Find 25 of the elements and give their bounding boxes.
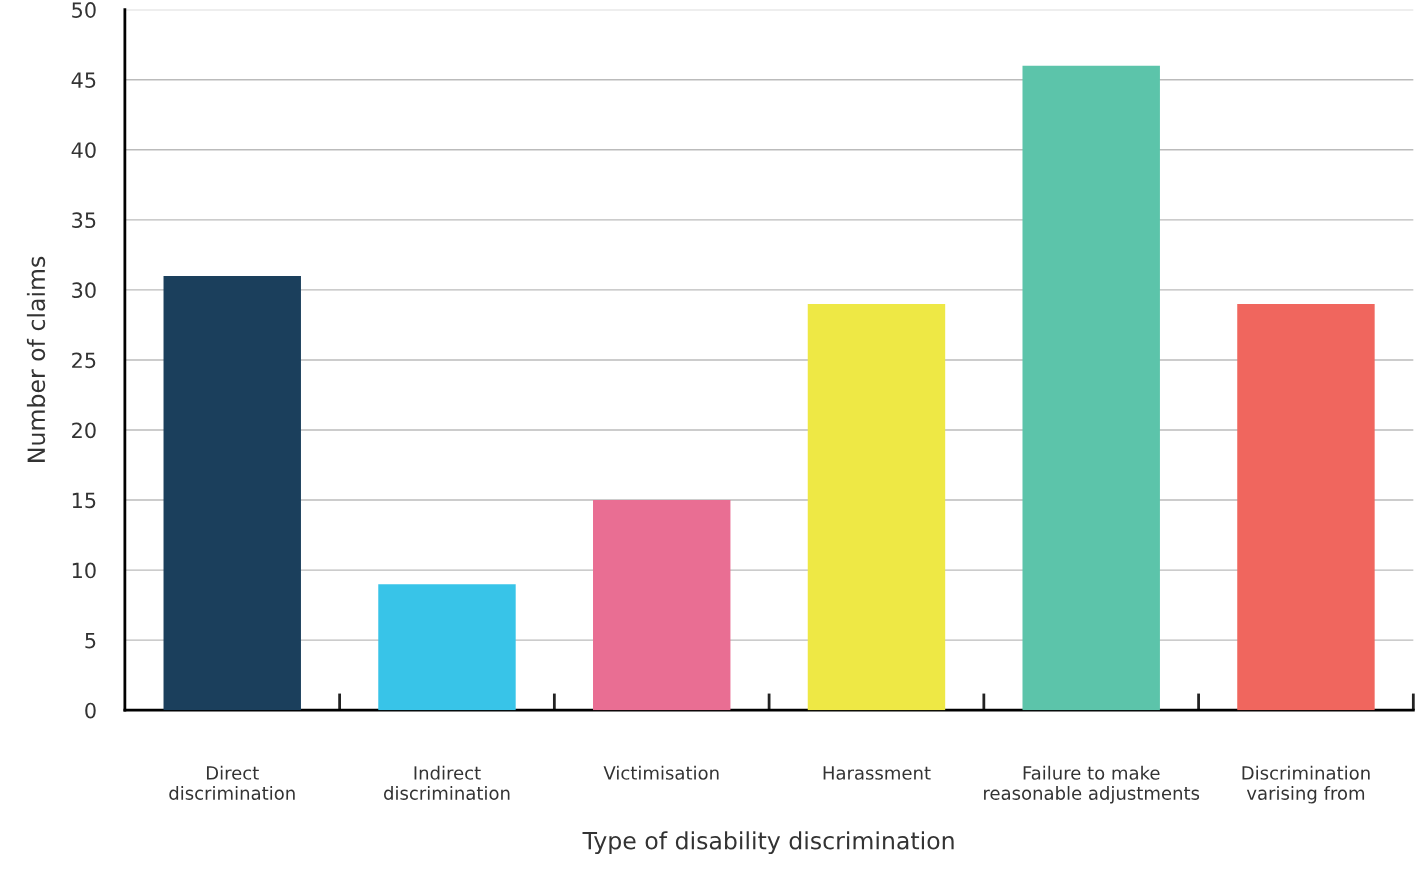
y-tick-label: 50	[72, 2, 96, 18]
x-axis-title: Type of disability discrimination	[582, 831, 954, 855]
y-tick-label: 40	[71, 142, 96, 158]
bar	[163, 275, 301, 711]
y-tick-label: 45	[71, 72, 96, 88]
bar	[1022, 65, 1160, 711]
y-tick-label: 0	[85, 702, 96, 719]
y-tick-label: 35	[72, 212, 96, 229]
x-tick-label: Harassment	[823, 766, 931, 780]
y-tick-label: 15	[72, 492, 96, 509]
y-tick-label: 5	[85, 632, 96, 649]
y-tick-label: 10	[72, 562, 96, 579]
bar	[378, 584, 516, 711]
x-tick-label: Victimisation	[603, 765, 719, 780]
x-tick-label: Direct discrimination	[169, 765, 295, 800]
bar	[1237, 303, 1375, 711]
bar	[593, 500, 731, 711]
x-tick-label: Discrimination varising from	[1242, 765, 1370, 804]
y-axis-title: Number of claims	[26, 256, 46, 462]
y-tick-label: 30	[72, 282, 96, 299]
bar	[807, 303, 946, 711]
y-tick-label: 20	[72, 422, 96, 439]
x-tick-label: Indirect discrimination	[384, 765, 510, 800]
x-tick-label: Failure to make reasonable adjustments	[984, 765, 1200, 804]
y-tick-label: 25	[72, 352, 96, 369]
